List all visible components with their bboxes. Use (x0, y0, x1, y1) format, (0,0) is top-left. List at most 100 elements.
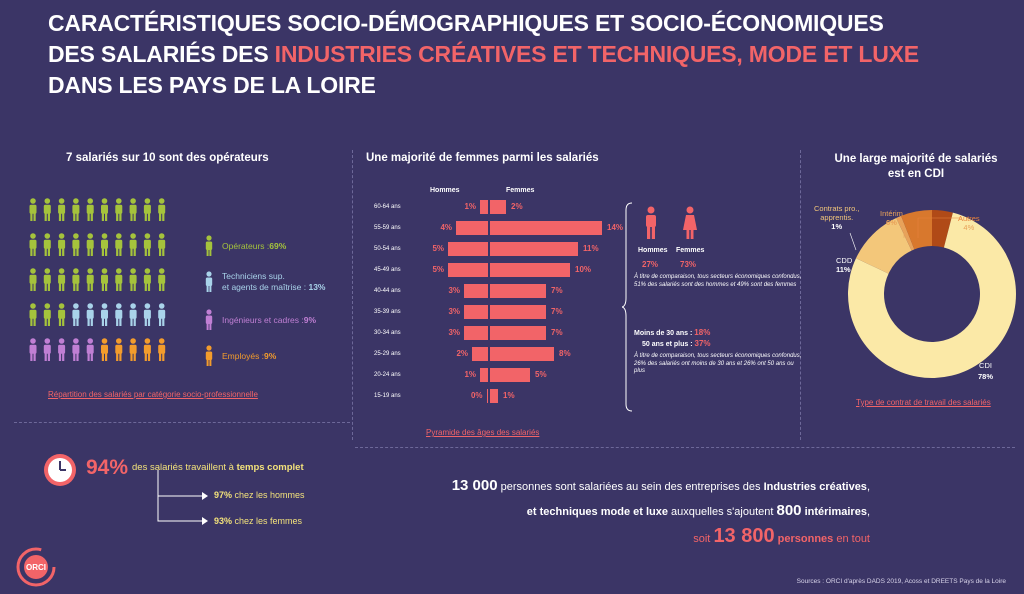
pyramid-label-hommes: 3% (448, 328, 460, 337)
summary-line-1: 13 000 personnes sont salariées au sein … (340, 474, 870, 499)
person-icon (158, 303, 166, 326)
pyramid-label-femmes: 7% (551, 286, 563, 295)
pyramid-age-label: 60-64 ans (374, 204, 401, 210)
pyramid-age-label: 20-24 ans (374, 372, 401, 378)
label-cdd: CDD 11% (836, 256, 852, 274)
person-icon (158, 268, 166, 291)
summary-text-3b: personnes (774, 533, 834, 545)
fulltime-women-pct: 93% (214, 516, 233, 526)
person-icon (86, 268, 94, 291)
pyramid-label-femmes: 5% (535, 370, 547, 379)
legend-label-employes: Employés : (222, 351, 265, 361)
person-icon (129, 303, 137, 326)
person-icon (58, 268, 66, 291)
pyramid-label-femmes: 14% (607, 223, 624, 232)
label-autres-pct: 4% (963, 223, 975, 232)
pyramid-bar-hommes (480, 200, 488, 214)
person-icon (72, 233, 80, 256)
summary-text-1b: Industries créatives (763, 481, 867, 493)
person-icon (143, 233, 151, 256)
contracts-heading-2: est en CDI (887, 168, 945, 180)
summary-text: 13 000 personnes sont salariées au sein … (340, 474, 870, 551)
man-icon (646, 206, 656, 239)
pyramid-bar-hommes (464, 284, 488, 298)
person-icon (43, 338, 51, 361)
person-icon (158, 338, 166, 361)
pyramid-label-hommes: 3% (448, 286, 460, 295)
pyramid-bar-femmes (490, 326, 546, 340)
contracts-heading: Une large majorité de salariés est en CD… (808, 152, 1024, 182)
person-icon (29, 233, 37, 256)
fulltime-men-label: chez les hommes (232, 490, 305, 500)
person-icon (72, 338, 80, 361)
label-cdi-name: CDI (979, 361, 992, 370)
woman-icon (683, 206, 697, 239)
pyramid-bar-hommes (448, 263, 488, 277)
person-icon (43, 233, 51, 256)
summary-femmes-label: Femmes (676, 247, 705, 254)
pyramid-label-femmes: 7% (551, 307, 563, 316)
label-interim-name: Intérim (880, 209, 903, 218)
pyramid-label-hommes: 1% (464, 370, 476, 379)
pyramid-bar-femmes (490, 263, 570, 277)
legend-operateurs: Opérateurs : 69% (204, 235, 286, 257)
pyramid-age-label: 15-19 ans (374, 393, 401, 399)
legend-label-ingenieurs: Ingénieurs et cadres : (222, 315, 304, 325)
legend-label-techniciens-1: Techniciens sup. (222, 271, 285, 281)
legend-label-operateurs: Opérateurs : (222, 241, 270, 251)
person-icon (29, 303, 37, 326)
pyramid-bar-hommes (448, 242, 488, 256)
logo-text: ORCI (26, 563, 46, 572)
title-line-1: CARACTÉRISTIQUES SOCIO-DÉMOGRAPHIQUES ET… (48, 10, 884, 36)
pyramid-bar-hommes (480, 368, 488, 382)
csp-caption: Répartition des salariés par catégorie s… (48, 390, 258, 399)
bracket (622, 202, 633, 412)
summary-moins30: Moins de 30 ans : 18% (634, 328, 710, 337)
pyramid-label-hommes: 5% (432, 244, 444, 253)
summary-text-2b: auxquelles s'ajoutent (667, 506, 777, 518)
legend-value-operateurs: 69% (269, 241, 287, 251)
pyramid-label-hommes: 4% (440, 223, 452, 232)
person-icon (72, 268, 80, 291)
summary-text-2c: intérimaires (801, 506, 867, 518)
person-icon (101, 303, 108, 326)
label-cdd-name: CDD (836, 256, 853, 265)
person-icon (86, 233, 94, 256)
fulltime-text-prefix: des salariés travaillent à (132, 462, 237, 473)
divider-horizontal-right (355, 447, 1015, 448)
pyramid-bar-hommes (486, 389, 488, 403)
contracts-caption: Type de contrat de travail des salariés (856, 398, 991, 407)
pyramid-label-hommes: 5% (432, 265, 444, 274)
summary-text-2d: , (866, 506, 870, 518)
title-line-3: DANS LES PAYS DE LA LOIRE (48, 72, 376, 98)
page-title: CARACTÉRISTIQUES SOCIO-DÉMOGRAPHIQUES ET… (48, 8, 919, 101)
clock-icon (44, 454, 76, 486)
fulltime-text-bold: temps complet (236, 462, 304, 473)
pyramid-age-label: 25-29 ans (374, 351, 401, 357)
divider-vertical-2 (800, 150, 801, 440)
label-contrats-pro-name-2: apprentis. (820, 213, 854, 222)
donut-slice (896, 215, 915, 251)
label-interim-pct: 6% (886, 218, 897, 227)
label-contrats-pro-pct: 1% (831, 222, 843, 231)
fulltime-men-pct: 97% (214, 490, 233, 500)
age-pyramid-chart: 60-64 ans 1% 2% 55-59 ans 4% 14% 50-54 ans 5% 11… (374, 200, 634, 415)
orci-logo: ORCI (16, 547, 56, 587)
person-icon (58, 303, 66, 326)
donut-slice (901, 210, 932, 250)
person-icon (143, 338, 151, 361)
person-icon (143, 268, 151, 291)
person-icon (29, 338, 37, 361)
pyramid-bar-hommes (464, 326, 488, 340)
person-icon (115, 233, 123, 256)
person-icon (101, 198, 108, 221)
pyramid-label-hommes: 2% (456, 349, 468, 358)
fulltime-women: 93% chez les femmes (214, 516, 302, 526)
pyramid-label-hommes: 1% (464, 202, 476, 211)
person-icon (101, 233, 108, 256)
pyramid-age-label: 35-39 ans (374, 309, 401, 315)
donut-slice (932, 210, 953, 248)
person-icon (29, 268, 37, 291)
summary-num-2: 800 (776, 502, 802, 519)
summary-plus50-label: 50 ans et plus : (642, 341, 695, 348)
